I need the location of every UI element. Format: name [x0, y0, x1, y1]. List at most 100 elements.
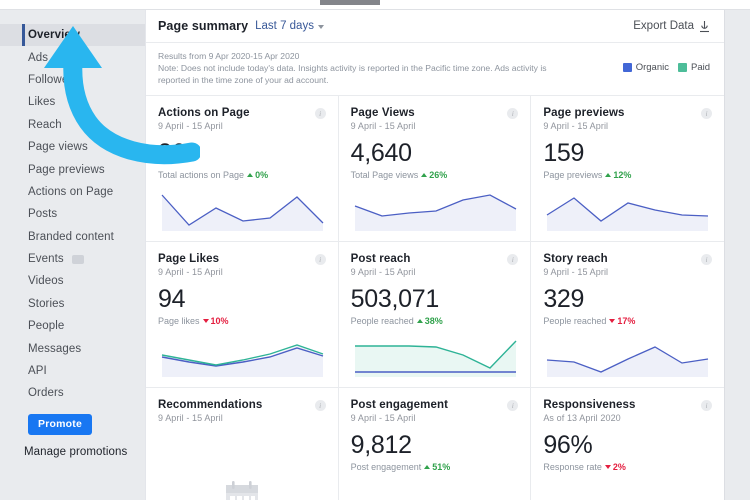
- sidebar-item-messages[interactable]: Messages: [0, 337, 145, 359]
- card-delta-value: 12%: [613, 169, 632, 180]
- card-title: Post reach: [350, 252, 411, 265]
- card-recommendations[interactable]: i Recommendations 9 April - 15 April: [146, 387, 339, 500]
- card-delta: 12%: [605, 170, 631, 180]
- triangle-down-icon: [609, 318, 616, 323]
- sidebar-item-label: Messages: [28, 342, 82, 355]
- manage-promotions-link[interactable]: Manage promotions: [24, 445, 128, 458]
- insights-sidebar: Overview Ads Followers Likes Reach Page …: [0, 10, 145, 500]
- page-title: Page summary: [158, 19, 249, 33]
- sidebar-item-label: Page views: [28, 141, 88, 154]
- sidebar-item-label: Ads: [28, 51, 49, 64]
- promote-button[interactable]: Promote: [28, 413, 92, 435]
- card-post-engagement[interactable]: i Post engagement 9 April - 15 April 9,8…: [339, 387, 532, 500]
- card-metric-label: Response rate: [543, 461, 602, 472]
- card-metric: Total actions on Page 0%: [158, 170, 326, 180]
- legend-entry-paid: Paid: [677, 62, 710, 73]
- results-note-row: Results from 9 Apr 2020-15 Apr 2020 Note…: [146, 43, 724, 96]
- sidebar-item-label: Likes: [28, 96, 56, 109]
- sidebar-item-label: Reach: [28, 118, 62, 131]
- card-metric-label: People reached: [543, 315, 607, 326]
- sparkline-chart: [354, 340, 517, 377]
- sidebar-item-events[interactable]: Events: [0, 248, 145, 270]
- card-title: Actions on Page: [158, 106, 250, 119]
- sidebar-item-people[interactable]: People: [0, 315, 145, 337]
- info-icon[interactable]: i: [314, 253, 326, 265]
- legend-swatch-paid-icon: [677, 63, 687, 72]
- card-actions-on-page[interactable]: i Actions on Page 9 April - 15 April 36 …: [146, 95, 339, 242]
- card-responsiveness[interactable]: i Responsiveness As of 13 April 2020 96%…: [531, 388, 724, 500]
- chevron-down-icon: [317, 25, 324, 29]
- card-delta-value: 2%: [612, 461, 626, 472]
- card-metric: Response rate 2%: [543, 462, 712, 472]
- sidebar-item-label: Posts: [28, 208, 58, 221]
- sidebar-item-label: Page previews: [28, 163, 105, 176]
- card-post-reach[interactable]: i Post reach 9 April - 15 April 503,071 …: [338, 241, 532, 388]
- info-icon[interactable]: i: [701, 253, 712, 265]
- sidebar-item-page-previews[interactable]: Page previews: [0, 158, 145, 180]
- card-page-views[interactable]: i Page Views 9 April - 15 April 4,640 To…: [338, 95, 532, 242]
- card-delta-value: 17%: [617, 315, 636, 326]
- sidebar-item-reach[interactable]: Reach: [0, 114, 145, 136]
- info-icon[interactable]: i: [314, 399, 326, 411]
- card-metric: People reached 38%: [351, 316, 519, 326]
- card-title: Page Views: [350, 106, 415, 119]
- sidebar-item-label: Overview: [28, 29, 80, 42]
- card-metric: Total Page views 26%: [351, 170, 519, 180]
- card-metric-label: Total Page views: [350, 169, 419, 180]
- card-metric-label: Post engagement: [350, 461, 422, 472]
- sidebar-item-posts[interactable]: Posts: [0, 203, 145, 225]
- card-value: 329: [543, 284, 585, 313]
- export-data-label: Export Data: [633, 20, 694, 32]
- card-delta: 26%: [421, 170, 447, 180]
- sidebar-item-ads[interactable]: Ads: [0, 46, 145, 68]
- card-subtitle: 9 April - 15 April: [158, 266, 223, 277]
- sidebar-item-orders[interactable]: Orders: [0, 382, 145, 404]
- sidebar-item-followers[interactable]: Followers: [0, 69, 145, 91]
- sidebar-item-label: Followers: [28, 73, 79, 86]
- legend-label-paid: Paid: [690, 62, 710, 73]
- card-story-reach[interactable]: i Story reach 9 April - 15 April 329 Peo…: [531, 242, 724, 388]
- card-subtitle: As of 13 April 2020: [543, 412, 621, 423]
- window-top-strip: [0, 0, 750, 10]
- sidebar-item-overview[interactable]: Overview: [0, 24, 145, 47]
- sparkline-chart: [546, 196, 709, 231]
- info-icon[interactable]: i: [701, 107, 712, 119]
- sidebar-item-api[interactable]: API: [0, 360, 145, 382]
- card-page-previews[interactable]: i Page previews 9 April - 15 April 159 P…: [531, 96, 724, 242]
- card-delta: 2%: [604, 461, 626, 472]
- right-gutter: [725, 10, 750, 500]
- triangle-up-icon: [416, 318, 423, 323]
- info-icon[interactable]: i: [701, 399, 712, 411]
- triangle-down-icon: [604, 464, 611, 469]
- card-page-likes[interactable]: i Page Likes 9 April - 15 April 94 Page …: [146, 241, 339, 388]
- info-icon[interactable]: i: [507, 253, 519, 265]
- page-summary-panel: Page summary Last 7 days Export Data Res…: [145, 10, 725, 500]
- results-note-line1: Results from 9 Apr 2020-15 Apr 2020: [158, 51, 300, 61]
- info-icon[interactable]: i: [507, 107, 519, 119]
- sidebar-item-label: Events: [28, 253, 64, 266]
- sidebar-item-actions-on-page[interactable]: Actions on Page: [0, 181, 145, 203]
- sidebar-item-videos[interactable]: Videos: [0, 270, 145, 292]
- card-title: Story reach: [543, 252, 608, 265]
- results-note-line2: Note: Does not include today's data. Ins…: [158, 63, 547, 74]
- chart-legend: Organic Paid: [622, 50, 710, 73]
- sidebar-item-stories[interactable]: Stories: [0, 293, 145, 315]
- sidebar-item-label: Stories: [28, 297, 65, 310]
- events-badge-icon: [71, 254, 84, 264]
- legend-entry-organic: Organic: [622, 62, 669, 73]
- info-icon[interactable]: i: [507, 399, 519, 411]
- info-icon[interactable]: i: [314, 107, 326, 119]
- export-data-button[interactable]: Export Data: [633, 20, 710, 33]
- sidebar-item-label: People: [28, 320, 65, 333]
- triangle-up-icon: [605, 172, 612, 177]
- card-title: Responsiveness: [543, 398, 636, 411]
- date-range-selector[interactable]: Last 7 days: [255, 20, 324, 32]
- sparkline-chart: [547, 345, 709, 377]
- sidebar-item-likes[interactable]: Likes: [0, 91, 145, 113]
- sidebar-item-branded-content[interactable]: Branded content: [0, 226, 145, 248]
- sidebar-item-page-views[interactable]: Page views: [0, 136, 145, 158]
- window-tab-stub: [320, 0, 380, 5]
- card-value: 159: [543, 138, 585, 167]
- date-range-label: Last 7 days: [255, 20, 314, 32]
